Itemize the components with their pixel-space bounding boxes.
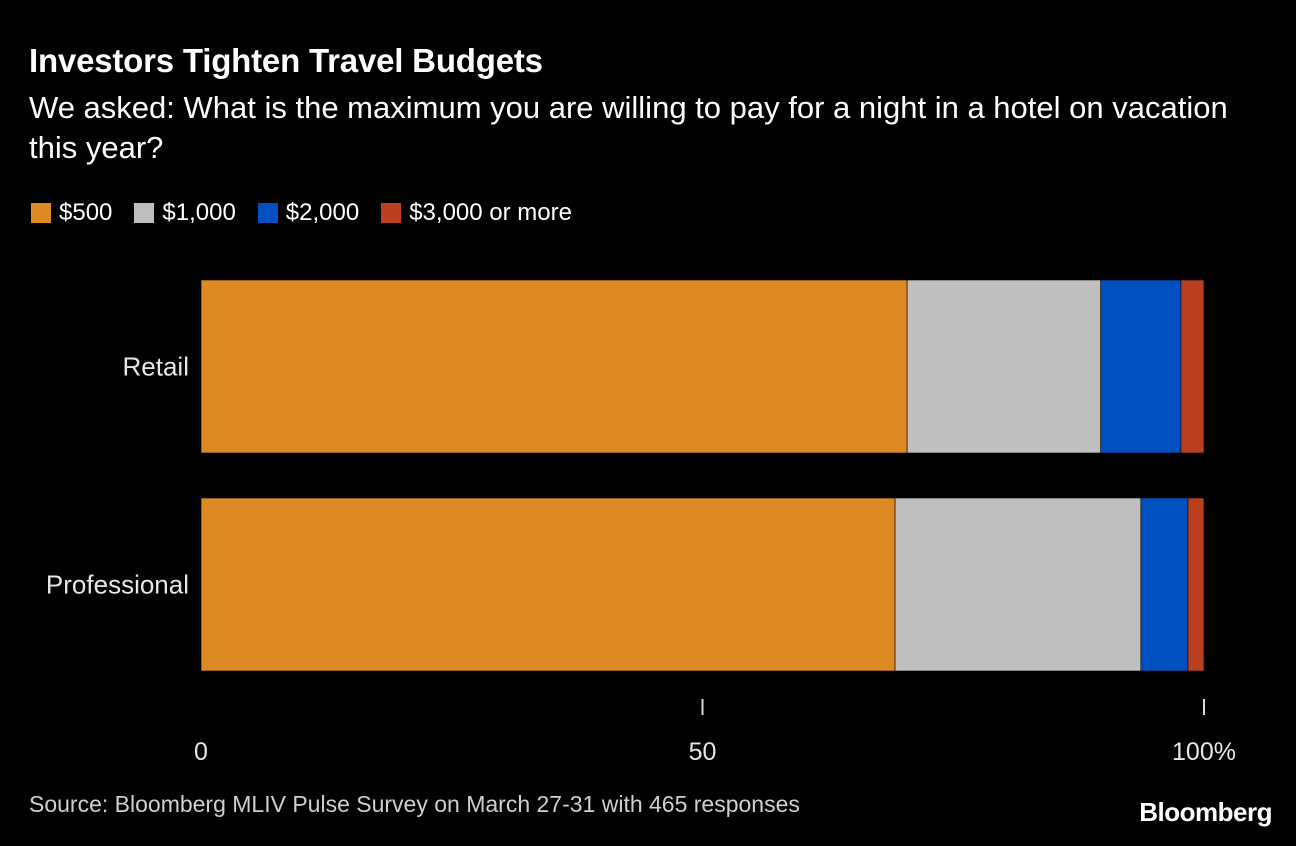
bar-retail-2-000: [1100, 279, 1182, 454]
legend-swatch-3000-or-more: [381, 203, 402, 223]
legend-swatch-2000: [257, 203, 278, 223]
bar-retail-1-000: [906, 279, 1101, 454]
legend-item-1000: $1,000: [134, 199, 236, 227]
category-label-retail: Retail: [123, 352, 189, 382]
legend-item-500: $500: [31, 199, 112, 227]
source-note: Source: Bloomberg MLIV Pulse Survey on M…: [29, 791, 800, 817]
legend-label-3000-or-more: $3,000 or more: [409, 199, 572, 226]
chart-subtitle: We asked: What is the maximum you are wi…: [29, 90, 1228, 165]
chart-title: Investors Tighten Travel Budgets: [29, 42, 543, 79]
bar-professional-1-000: [894, 497, 1142, 672]
bar-retail-500: [200, 279, 908, 454]
x-tick-label-0: 0: [194, 738, 208, 766]
legend-label-1000: $1,000: [162, 199, 236, 226]
legend-label-500: $500: [59, 199, 113, 226]
legend-item-2000: $2,000: [257, 199, 360, 227]
bar-professional-500: [200, 497, 896, 672]
x-tick-label-50: 50: [689, 738, 717, 766]
bar-professional-2-000: [1140, 497, 1189, 672]
category-label-professional: Professional: [46, 570, 189, 600]
x-tick-label-100: 100%: [1172, 738, 1236, 766]
legend-swatch-500: [31, 203, 51, 223]
legend: $500 $1,000 $2,000 $3,000 or more: [31, 199, 594, 227]
bloomberg-logo: Bloomberg: [1139, 797, 1272, 827]
bar-retail-3-000-or-more: [1180, 279, 1205, 454]
bar-professional-3-000-or-more: [1187, 497, 1205, 672]
legend-item-3000-or-more: $3,000 or more: [381, 199, 572, 227]
legend-swatch-1000: [134, 203, 155, 223]
legend-label-2000: $2,000: [285, 199, 360, 226]
